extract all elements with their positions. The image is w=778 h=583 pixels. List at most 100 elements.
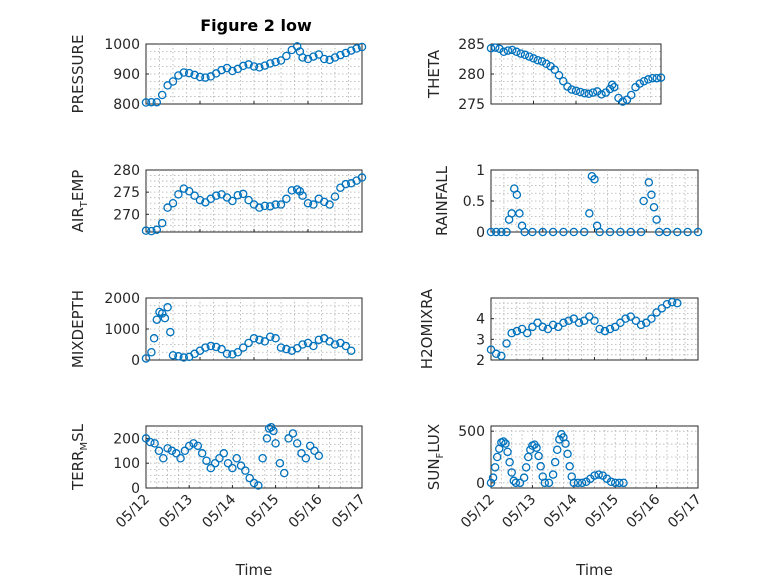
theta-point <box>499 47 508 57</box>
terr-msl-point <box>297 449 306 458</box>
theta-point <box>607 80 617 90</box>
terr-msl-point <box>193 441 203 451</box>
sun-flux-point <box>544 478 554 488</box>
theta-point <box>567 85 577 94</box>
pressure-point <box>184 68 194 78</box>
air-temp-point <box>276 200 286 209</box>
terr-msl-point <box>275 458 285 468</box>
mixdepth-point <box>222 349 232 359</box>
terr-msl-point <box>269 426 278 436</box>
air-temp-point <box>357 173 367 182</box>
h2omixra-point <box>502 339 511 348</box>
pressure-point <box>249 62 259 71</box>
sun-flux-point <box>561 439 570 448</box>
h2omixra-point <box>616 318 625 328</box>
terr-msl-point <box>206 463 216 473</box>
pressure-point <box>141 98 151 107</box>
rainfall-point <box>693 227 703 237</box>
mixdepth-series <box>141 303 356 363</box>
terr-msl-point <box>219 449 229 458</box>
theta-point <box>605 84 615 94</box>
theta-point <box>537 57 547 66</box>
sun-flux-point <box>563 449 572 459</box>
air-temp-point <box>271 200 280 209</box>
rainfall-point <box>486 227 496 237</box>
sun-flux-xtick-label: 05/17 <box>665 492 705 532</box>
terr-msl-point <box>159 453 168 463</box>
rainfall-point <box>647 190 656 200</box>
air-temp-series <box>141 173 367 236</box>
terr-msl-point <box>215 453 224 463</box>
h2omixra-ytick-label: 4 <box>476 312 485 328</box>
air-temp-point <box>174 190 183 199</box>
h2omixra-point <box>522 328 532 338</box>
air-temp-point <box>233 190 243 200</box>
terr-msl-point <box>241 466 250 475</box>
pressure-point <box>255 63 264 72</box>
air-temp-point <box>295 187 305 196</box>
terr-msl-xtick-label: 05/13 <box>156 492 196 532</box>
h2omixra-point <box>579 316 589 325</box>
terr-msl-point <box>202 456 211 465</box>
mixdepth-point <box>211 342 221 352</box>
rainfall-ytick-label: 0 <box>476 225 485 241</box>
terr-msl-point <box>146 437 155 447</box>
h2omixra-point <box>610 322 620 332</box>
h2omixra-point <box>554 322 563 332</box>
theta-point <box>503 46 513 55</box>
terr-msl-point <box>210 458 220 468</box>
sun-flux-xtick-label: 05/14 <box>541 491 581 531</box>
theta-point <box>652 73 662 83</box>
mixdepth-ylabel: MIXDEPTH <box>69 290 87 368</box>
pressure-point <box>346 46 356 55</box>
theta-ytick-label: 275 <box>458 97 485 113</box>
h2omixra-point <box>662 299 672 309</box>
pressure-series <box>141 42 367 107</box>
theta-point <box>576 87 585 97</box>
rainfall-point <box>626 227 635 237</box>
theta-point <box>618 97 628 106</box>
rainfall-point <box>673 227 682 237</box>
mixdepth-ytick-label: 1000 <box>104 322 140 338</box>
h2omixra-point <box>548 320 558 330</box>
mixdepth-point <box>149 334 159 343</box>
theta-point <box>639 76 649 86</box>
terr-msl-point <box>236 461 246 470</box>
mixdepth-point <box>157 309 167 318</box>
sun-flux-point <box>503 447 512 457</box>
air-temp-point <box>195 195 205 205</box>
theta-point <box>550 65 560 75</box>
mixdepth-point <box>314 335 324 345</box>
h2omixra-point <box>486 345 496 354</box>
sun-flux-xtick-label: 05/15 <box>582 492 622 532</box>
terr-msl-point <box>180 446 190 456</box>
rainfall-series <box>486 171 703 237</box>
pressure-point <box>157 90 167 100</box>
terr-msl-point <box>245 473 254 483</box>
mixdepth-ytick-label: 2000 <box>104 291 140 307</box>
air-temp-point <box>330 192 340 201</box>
rainfall-point <box>512 190 522 200</box>
h2omixra-point <box>507 328 516 338</box>
sun-flux-point <box>610 478 620 488</box>
sun-flux-point <box>519 473 529 482</box>
theta-point <box>588 88 598 97</box>
rainfall-point <box>579 227 589 237</box>
mixdepth-point <box>265 332 275 341</box>
air-temp-point <box>157 218 167 228</box>
terr-msl-ytick-label: 200 <box>113 431 140 447</box>
air-temp-point <box>309 200 318 209</box>
air-temp-ylabel: AIRTEMP <box>69 170 90 233</box>
theta-point <box>610 82 619 92</box>
sun-flux-xtick-label: 05/12 <box>458 492 498 532</box>
theta-point <box>656 73 666 82</box>
pressure-point <box>217 65 226 75</box>
theta-point <box>512 47 521 57</box>
pressure-point <box>336 50 345 60</box>
sun-flux-point <box>577 478 587 488</box>
terr-msl-point <box>258 453 267 463</box>
pressure-point <box>195 72 205 82</box>
theta-point <box>533 55 543 65</box>
sun-flux-xtick-label: 05/13 <box>499 492 539 532</box>
mixdepth-point <box>260 337 270 346</box>
